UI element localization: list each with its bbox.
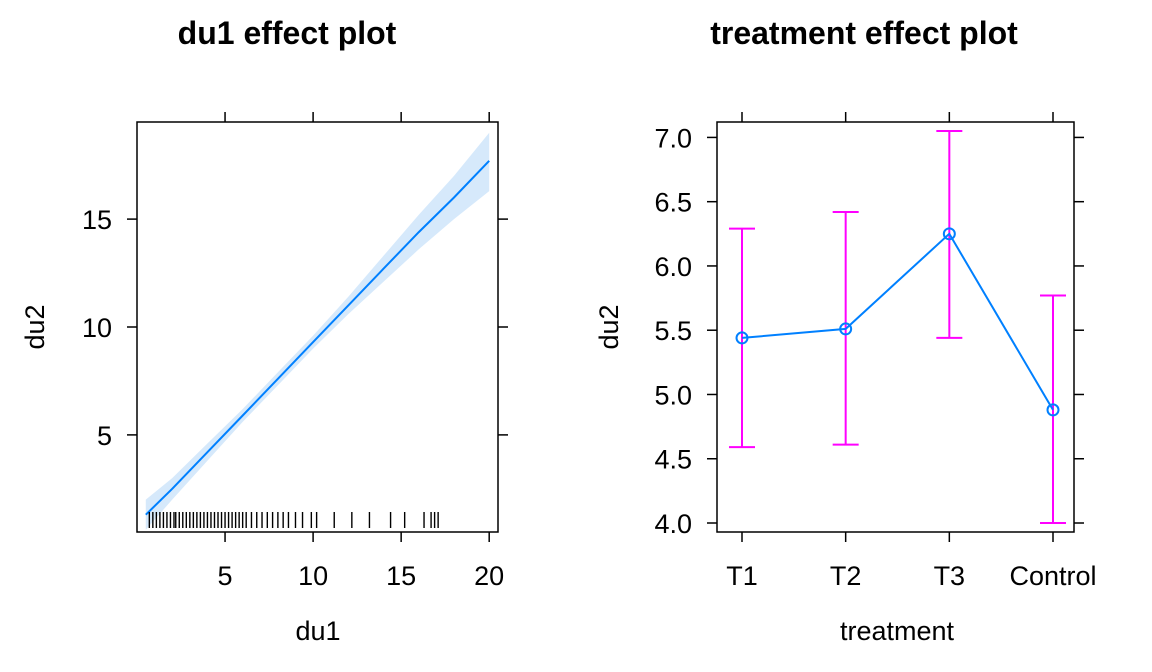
y-tick-label: 7.0 — [654, 123, 692, 153]
data-point — [839, 322, 853, 336]
x-tick-label: 15 — [386, 561, 416, 591]
data-point — [735, 331, 749, 345]
du1-plot-title: du1 effect plot — [178, 15, 397, 51]
y-tick-label: 10 — [82, 313, 112, 343]
x-tick-label: 20 — [474, 561, 504, 591]
treatment-line-path — [741, 232, 1054, 411]
du1-fit-line — [145, 160, 490, 516]
treatment-error-bars — [729, 129, 1066, 525]
treatment-plot-title: treatment effect plot — [710, 15, 1018, 51]
y-tick-label: 5.0 — [654, 380, 692, 410]
x-tick-label: T3 — [934, 561, 966, 591]
du1-band-area — [145, 132, 490, 530]
y-tick-label: 5 — [97, 421, 112, 451]
x-tick-label: T1 — [726, 561, 758, 591]
du1-fit-path — [145, 160, 490, 516]
y-tick-label: 6.0 — [654, 252, 692, 282]
treatment-y-axis: 4.0 4.5 5.0 5.5 6.0 6.5 7.0 — [654, 123, 1084, 539]
data-point — [1046, 403, 1060, 417]
du1-effect-panel: du1 effect plot 5 10 15 20 5 10 15 du1 du2 — [20, 15, 508, 646]
y-tick-label: 6.5 — [654, 188, 692, 218]
y-tick-label: 5.5 — [654, 316, 692, 346]
du1-y-axis-label: du2 — [20, 304, 50, 349]
du1-y-axis: 5 10 15 — [82, 205, 508, 451]
x-tick-label: 10 — [298, 561, 328, 591]
y-tick-label: 15 — [82, 205, 112, 235]
treatment-x-axis: T1 T2 T3 Control — [726, 112, 1097, 591]
du1-confidence-band — [145, 132, 490, 530]
treatment-y-axis-label: du2 — [594, 304, 624, 349]
du1-rug — [148, 512, 439, 528]
treatment-x-axis-label: treatment — [840, 616, 955, 646]
treatment-plot-frame — [716, 121, 1075, 533]
y-tick-label: 4.0 — [654, 509, 692, 539]
treatment-effect-panel: treatment effect plot T1 T2 T3 Control 4.04… — [594, 15, 1097, 646]
x-tick-label: T2 — [830, 561, 862, 591]
du1-x-axis-label: du1 — [295, 616, 340, 646]
treatment-points — [735, 227, 1060, 417]
y-tick-label: 4.5 — [654, 445, 692, 475]
treatment-effect-line — [741, 232, 1054, 411]
x-tick-label: Control — [1009, 561, 1096, 591]
data-point — [942, 227, 956, 241]
x-tick-label: 5 — [218, 561, 233, 591]
du1-x-axis: 5 10 15 20 — [218, 112, 504, 591]
